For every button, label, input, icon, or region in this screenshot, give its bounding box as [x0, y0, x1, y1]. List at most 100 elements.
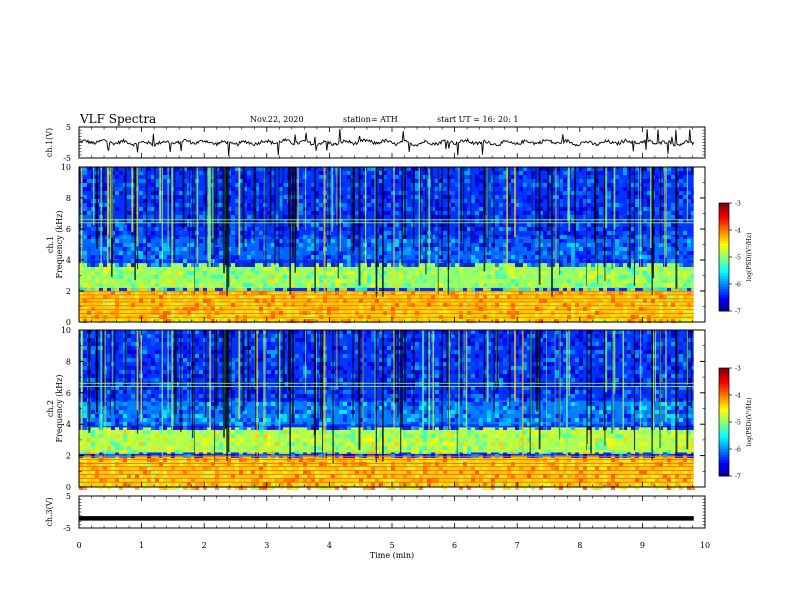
spectrogram-cell	[607, 195, 611, 199]
spectrogram-cell	[599, 187, 603, 191]
spectrogram-cell	[147, 378, 151, 382]
spectrogram-cell	[539, 350, 543, 354]
spectrogram-cell	[183, 342, 187, 346]
spectrogram-cell	[247, 215, 251, 219]
spectrogram-cell	[491, 203, 495, 207]
spectrogram-cell	[243, 342, 247, 346]
spectrogram-cell	[419, 378, 423, 382]
spectrogram-cell	[139, 231, 143, 235]
spectrogram-cell	[387, 338, 391, 342]
spectrogram-cell	[643, 175, 647, 179]
spectrogram-cell	[551, 251, 555, 255]
spectrogram-cell	[303, 175, 307, 179]
spectrogram-cell	[159, 319, 163, 323]
spectrogram-cell	[367, 303, 371, 307]
spectrogram-cell	[111, 330, 115, 334]
spectrogram-cell	[355, 378, 359, 382]
spectrogram-cell	[371, 338, 375, 342]
spectrogram-cell	[643, 378, 647, 382]
spectrogram-cell	[279, 334, 283, 338]
colorbar-swatch	[719, 297, 729, 301]
spectrogram-cell	[183, 291, 187, 295]
spectrogram-cell	[123, 247, 127, 251]
spectrogram-cell	[503, 330, 507, 334]
spectrogram-cell	[275, 299, 279, 303]
colorbar-swatch	[719, 308, 729, 312]
spectrogram-cell	[663, 231, 667, 235]
spectrogram-cell	[407, 330, 411, 334]
spectrogram-cell	[607, 227, 611, 231]
spectrogram-cell	[231, 279, 235, 283]
spectrogram-cell	[87, 251, 91, 255]
spectrogram-cell	[203, 223, 207, 227]
spectrogram-cell	[195, 319, 199, 323]
spectrogram-cell	[615, 167, 619, 171]
spectrogram-cell	[603, 307, 607, 311]
spectrogram-cell	[551, 362, 555, 366]
spectrogram-cell	[555, 354, 559, 358]
spectrogram-cell	[683, 167, 687, 171]
spectrogram-cell	[419, 319, 423, 323]
spectrogram-cell	[215, 251, 219, 255]
spectrogram-cell	[355, 263, 359, 267]
spectrogram-cell	[395, 358, 399, 362]
spectrogram-cell	[583, 275, 587, 279]
spectrogram-cell	[683, 247, 687, 251]
spectrogram-cell	[183, 183, 187, 187]
spectrogram-cell	[203, 386, 207, 390]
spectrogram-cell	[439, 366, 443, 370]
spectrogram-cell	[343, 283, 347, 287]
spectrogram-cell	[307, 350, 311, 354]
spectrogram-cell	[515, 354, 519, 358]
spectrogram-cell	[591, 295, 595, 299]
spectrogram-cell	[439, 358, 443, 362]
spectrogram-cell	[243, 334, 247, 338]
spectrogram-cell	[555, 191, 559, 195]
spectrogram-cell	[347, 362, 351, 366]
spectrogram-cell	[431, 187, 435, 191]
spectrogram-cell	[623, 271, 627, 275]
spectrogram-cell	[495, 211, 499, 215]
spectrogram-cell	[667, 358, 671, 362]
spectrogram-cell	[143, 239, 147, 243]
spectrogram-cell	[115, 382, 119, 386]
spectrogram-cell	[211, 295, 215, 299]
spectrogram-cell	[91, 199, 95, 203]
spectrogram-cell	[163, 287, 167, 291]
spectrogram-cell	[591, 255, 595, 259]
spectrogram-cell	[211, 303, 215, 307]
spectrogram-cell	[467, 223, 471, 227]
spectrogram-cell	[451, 366, 455, 370]
spectrogram-cell	[655, 255, 659, 259]
spectrogram-cell	[83, 374, 87, 378]
spectrogram-cell	[199, 370, 203, 374]
spectrogram-cell	[295, 223, 299, 227]
spectrogram-cell	[343, 307, 347, 311]
spectrogram-cell	[579, 354, 583, 358]
spectrogram-cell	[463, 382, 467, 386]
spectrogram-cell	[299, 183, 303, 187]
spectrogram-cell	[271, 295, 275, 299]
spectrogram-cell	[347, 330, 351, 334]
spectrogram-cell	[523, 175, 527, 179]
spectrogram-cell	[267, 175, 271, 179]
spectrogram-cell	[115, 263, 119, 267]
spectrogram-cell	[299, 382, 303, 386]
spectrogram-cell	[231, 187, 235, 191]
spectrogram-cell	[275, 291, 279, 295]
spectrogram-cell	[371, 354, 375, 358]
spectrogram-cell	[235, 207, 239, 211]
spectrogram-cell	[283, 239, 287, 243]
spectrogram-cell	[667, 235, 671, 239]
spectrogram-cell	[571, 295, 575, 299]
spectrogram-cell	[663, 350, 667, 354]
spectrogram-cell	[539, 231, 543, 235]
spectrogram-cell	[339, 342, 343, 346]
spectrogram-cell	[279, 338, 283, 342]
spectrogram-cell	[343, 291, 347, 295]
spectrogram-cell	[403, 303, 407, 307]
spectrogram-cell	[183, 227, 187, 231]
spectrogram-cell	[115, 287, 119, 291]
spectrogram-cell	[391, 215, 395, 219]
spectrogram-cell	[83, 350, 87, 354]
